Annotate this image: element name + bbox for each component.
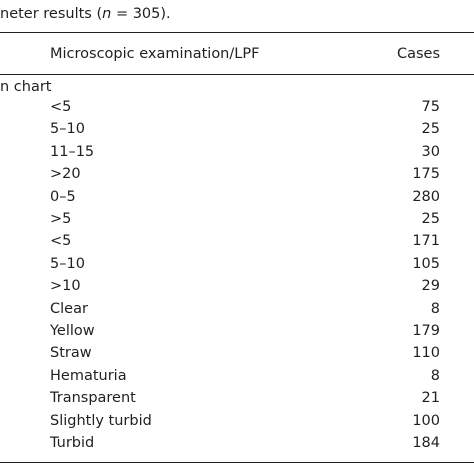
row-label: 5–10 [50,121,85,138]
row-label: 11–15 [50,143,95,160]
row-label: Clear [50,300,88,317]
row-label: <5 [50,233,72,250]
row-label: Yellow [50,323,95,339]
row-cases: 110 [412,345,440,362]
row-cases: 100 [412,412,440,429]
row-label: >5 [50,211,72,227]
row-label: Transparent [50,390,136,407]
bottom-rule [0,462,474,463]
top-rule [0,32,474,33]
row-cases: 171 [412,233,440,250]
row-cases: 21 [421,390,440,407]
row-cases: 280 [412,188,440,205]
column-header: Microscopic examination/LPF [50,46,260,62]
row-cases: 25 [421,211,440,227]
row-cases: 29 [421,278,440,295]
row-label: >20 [50,166,81,183]
row-cases: 75 [421,99,440,115]
row-label: Turbid [50,435,95,451]
caption-suffix: = 305). [111,6,171,22]
row-label: Hematuria [50,367,127,384]
row-label: Straw [50,345,92,362]
row-cases: 8 [430,367,440,384]
column-header: Cases [396,46,440,62]
row-cases: 25 [421,121,440,138]
row-label: <5 [50,99,72,115]
row-label: Slightly turbid [50,412,152,429]
row-label: 5–10 [50,255,85,272]
row-label: >10 [50,278,81,295]
row-cases: 184 [412,435,440,451]
caption: neter results (n = 305). [0,5,171,23]
row-label: 0–5 [50,188,76,205]
row-cases: 175 [412,166,440,183]
row-cases: 30 [421,143,440,160]
caption-prefix: neter results ( [0,6,103,22]
row-cases: 105 [412,255,440,272]
row-cases: 8 [430,300,440,317]
caption-symbol: n [102,6,112,22]
header-rule [0,74,474,75]
section-label: n chart [0,79,52,95]
row-cases: 179 [412,323,440,339]
